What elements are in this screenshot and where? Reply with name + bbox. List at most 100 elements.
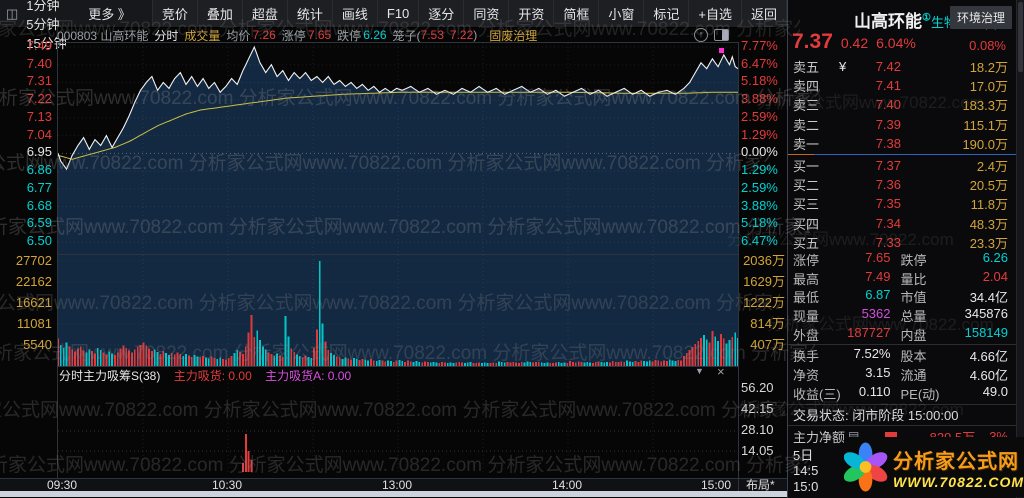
toolbar-button[interactable]: 叠加 [196,0,242,27]
sector-tag[interactable]: 固废治理 [489,28,538,43]
cage-low: 7.22 [449,28,474,42]
toolbar-button[interactable]: 统计 [286,0,332,27]
pct-axis-label: 2.59% [741,179,778,195]
period-tabs: 分时1分钟5分钟15分钟 [26,0,88,52]
quote-panel: 山高环能①生物质能(1) 环境治理 0.08% 7.37 0.42 6.04% … [787,0,1024,498]
order-amount: 2.4万 [976,159,1008,175]
order-amount: 17.0万 [969,79,1008,95]
toolbar-button[interactable]: 开资 [508,0,554,27]
order-level-label: 卖一 [793,136,820,152]
order-price: 7.38 [875,135,901,151]
time-axis: 09:30 10:30 13:00 14:00 15:00 布局* [0,478,787,492]
cage-label: 笼子( [392,28,421,43]
stat-row: 涨停 7.65 跌停 6.26 [788,250,1024,269]
order-level-label: 卖三 [793,98,820,114]
indicator-axis-label: 56.20 [741,380,774,395]
yen-mark: ¥ [839,59,847,75]
limit-down-label: 跌停 [337,28,362,43]
list-icon[interactable]: ▤ [848,429,860,443]
stat-row: 收益(三) 0.110 PE(动) 49.0 [788,384,1024,403]
red-bar-icon [885,432,898,440]
price-change-pct: 6.04% [876,35,916,51]
sector-tag-button[interactable]: 环境治理 [949,6,1012,29]
panel-scrollbar[interactable] [1016,0,1024,498]
stat-label: 内盘 [900,327,927,343]
limit-up-label: 涨停 [281,28,306,43]
avg-value: 7.26 [252,28,276,42]
stat-label: 涨停 [793,252,820,268]
bid-row: 买五 7.33 23.3万 [788,233,1024,252]
order-price: 7.40 [875,97,901,113]
toolbar-button[interactable]: 画线 [331,0,377,27]
toolbar-button[interactable]: 小窗 [598,0,644,27]
stat-row: 最高 7.49 量比 2.04 [788,269,1024,288]
volume-axis-label: 16621 [15,295,52,310]
period-tab[interactable]: 1分钟 [26,0,60,13]
split-panel-icon[interactable] [714,29,729,41]
order-level-label: 买二 [793,178,820,194]
pct-axis-label: 6.47% [741,232,778,248]
indicator-dropdown-icon[interactable]: ▼ [695,366,704,376]
bottom-resize-bar[interactable] [0,491,787,497]
pct-axis-label: 7.77% [741,38,778,53]
bid-row: 买三 7.35 11.8万 [788,194,1024,213]
toolbar-button[interactable]: 简框 [553,0,599,27]
toolbar-button[interactable]: +自选 [688,0,741,27]
period-tab[interactable]: 5分钟 [26,16,60,32]
volume-axis-label-right: 814万 [750,316,785,331]
ask-row: 卖四 7.41 17.0万 [788,76,1024,95]
window-split-icon[interactable]: ◫ [6,5,19,21]
price-axis-label: 7.22 [26,91,52,107]
time-tick-label: 15:00 [700,478,732,492]
stat-value: 7.49 [865,268,891,284]
toolbar-button[interactable]: 同资 [463,0,509,27]
toolbar-button[interactable]: F10 [376,0,419,27]
limit-up-value: 7.65 [307,28,332,42]
day5-tab[interactable]: 5日 [793,447,814,463]
toolbar-button[interactable]: 标记 [643,0,689,27]
toolbar-button[interactable]: 返回 [740,0,787,27]
price-axis-label: 6.59 [26,215,52,231]
stat-row: 最低 6.87 市值 34.4亿 [788,287,1024,306]
period-tab[interactable]: 15分钟 [26,35,67,51]
order-price: 7.39 [875,116,901,132]
intraday-chart[interactable] [57,42,739,479]
indicator-item1-value: 0.00 [228,369,252,383]
stat-value: 187727 [847,324,891,340]
stat-label: 收益(三) [793,386,841,402]
pct-axis-label: 0.00% [741,144,778,160]
last-price-row: 7.37 0.42 6.04% [792,30,924,54]
bid-row: 买二 7.36 20.5万 [788,175,1024,194]
site-logo: 分析家公式网 WWW.70822.COM [844,437,1024,497]
order-price: 7.35 [875,196,901,212]
indicator-title[interactable]: 分时主力吸筹S(38) [59,369,161,383]
price-axis-label: 7.40 [26,55,52,71]
time-axis-separator [738,479,739,492]
order-level-label: 买四 [793,216,820,232]
toolbar-button[interactable]: 超盘 [241,0,287,27]
volume-axis-label: 5540 [23,337,52,352]
panel-divider [788,344,1024,346]
logo-url: WWW.70822.COM [893,473,1024,490]
time-tick-label: 09:30 [46,478,78,492]
layout-tab[interactable]: 布局* [746,478,775,492]
stat-label: 最高 [793,271,820,287]
trade-status: 交易状态: 闭市阶段 15:00:00 [793,408,959,423]
cage-close-paren: ) [473,28,478,42]
pct-axis-label: 1.29% [741,162,778,178]
stat-value: 0.110 [858,383,891,399]
indicator-item1-label: 主力吸货: [173,369,226,383]
indicator-close-icon[interactable]: × [717,364,725,379]
more-menu[interactable]: 更多 》 [88,7,131,22]
toolbar-button[interactable]: 逐分 [418,0,464,27]
stat-row: 净资 3.15 流通 4.60亿 [788,365,1024,384]
tick-time: 14:5 [793,463,819,478]
pct-axis-label: 6.47% [741,55,778,71]
time-tick-label: 14:00 [551,478,583,492]
volume-axis-label: 22162 [15,274,52,289]
expand-up-icon[interactable]: ↑ [694,28,708,42]
toolbar-button[interactable]: 竞价 [151,0,197,27]
stat-label: 总量 [900,308,927,324]
price-axis-label: 6.95 [26,144,52,160]
volume-axis-label: 27702 [15,253,52,268]
